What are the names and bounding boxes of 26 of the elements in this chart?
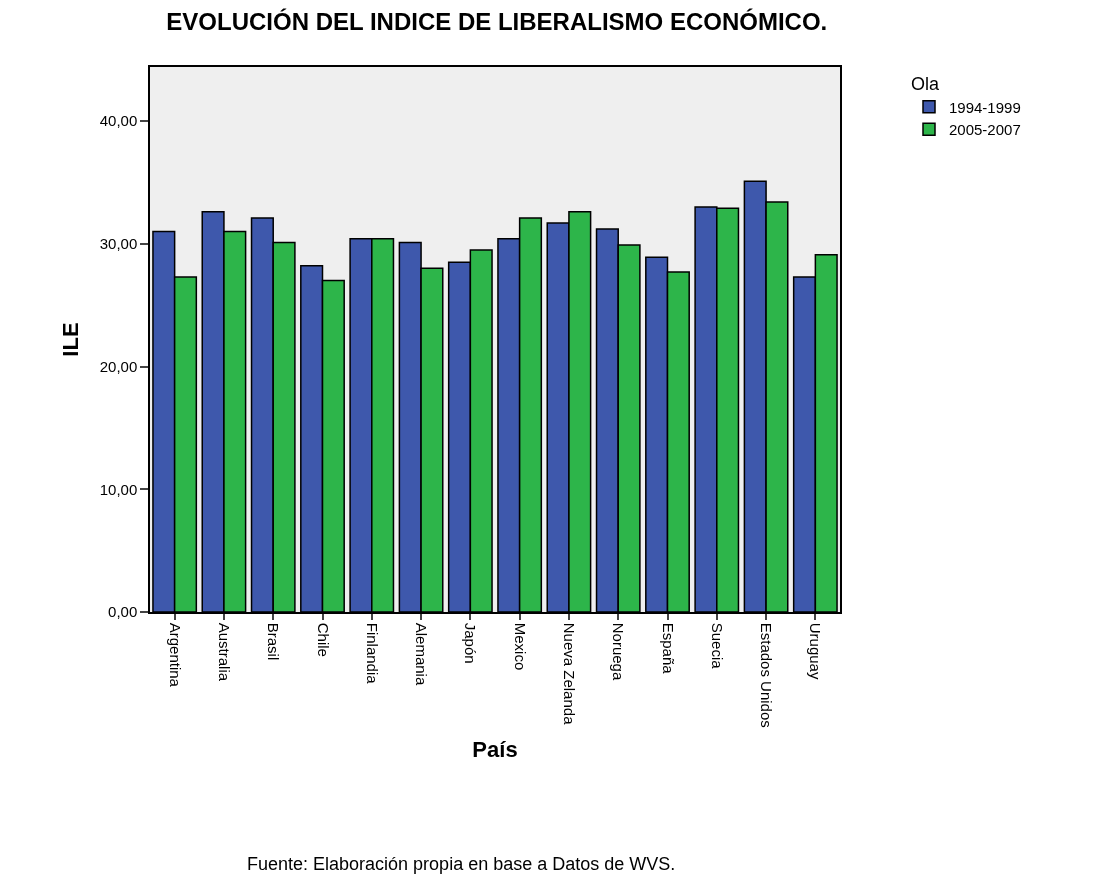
- x-tick-label: Nueva Zelanda: [561, 622, 579, 726]
- x-tick-label: Noruega: [610, 622, 628, 681]
- x-tick-label: Estados Unidos: [758, 622, 776, 728]
- legend-label: 2005-2007: [949, 121, 1021, 138]
- legend-label: 1994-1999: [949, 98, 1021, 116]
- x-tick-label: Suecia: [708, 622, 726, 670]
- y-tick-label: 10,00: [99, 480, 138, 498]
- y-axis-title: ILE: [58, 322, 83, 357]
- source-note: Fuente: Elaboración propia en base a Datos de WVS.: [247, 854, 676, 874]
- x-tick-label: Alemania: [413, 622, 431, 686]
- y-tick-label: 30,00: [99, 235, 138, 253]
- x-tick-label: Uruguay: [807, 622, 825, 680]
- y-tick-label: 40,00: [99, 112, 138, 130]
- legend-title: Ola: [911, 74, 940, 95]
- x-tick-label: Australia: [216, 622, 234, 682]
- y-tick-label: 20,00: [99, 357, 138, 375]
- x-tick-label: Chile: [314, 622, 332, 657]
- y-tick-label: 0,00: [108, 603, 138, 621]
- chart-title: EVOLUCIÓN DEL INDICE DE LIBERALISMO ECONÓMICO.: [166, 8, 828, 36]
- x-tick-label: Argentina: [166, 622, 184, 688]
- x-tick-label: Brasil: [265, 622, 283, 661]
- x-tick-label: Mexico: [511, 622, 529, 671]
- x-axis-title: País: [472, 737, 518, 763]
- x-tick-label: Finlandia: [363, 622, 381, 685]
- x-tick-label: España: [659, 622, 677, 675]
- x-tick-label: Japón: [462, 622, 480, 664]
